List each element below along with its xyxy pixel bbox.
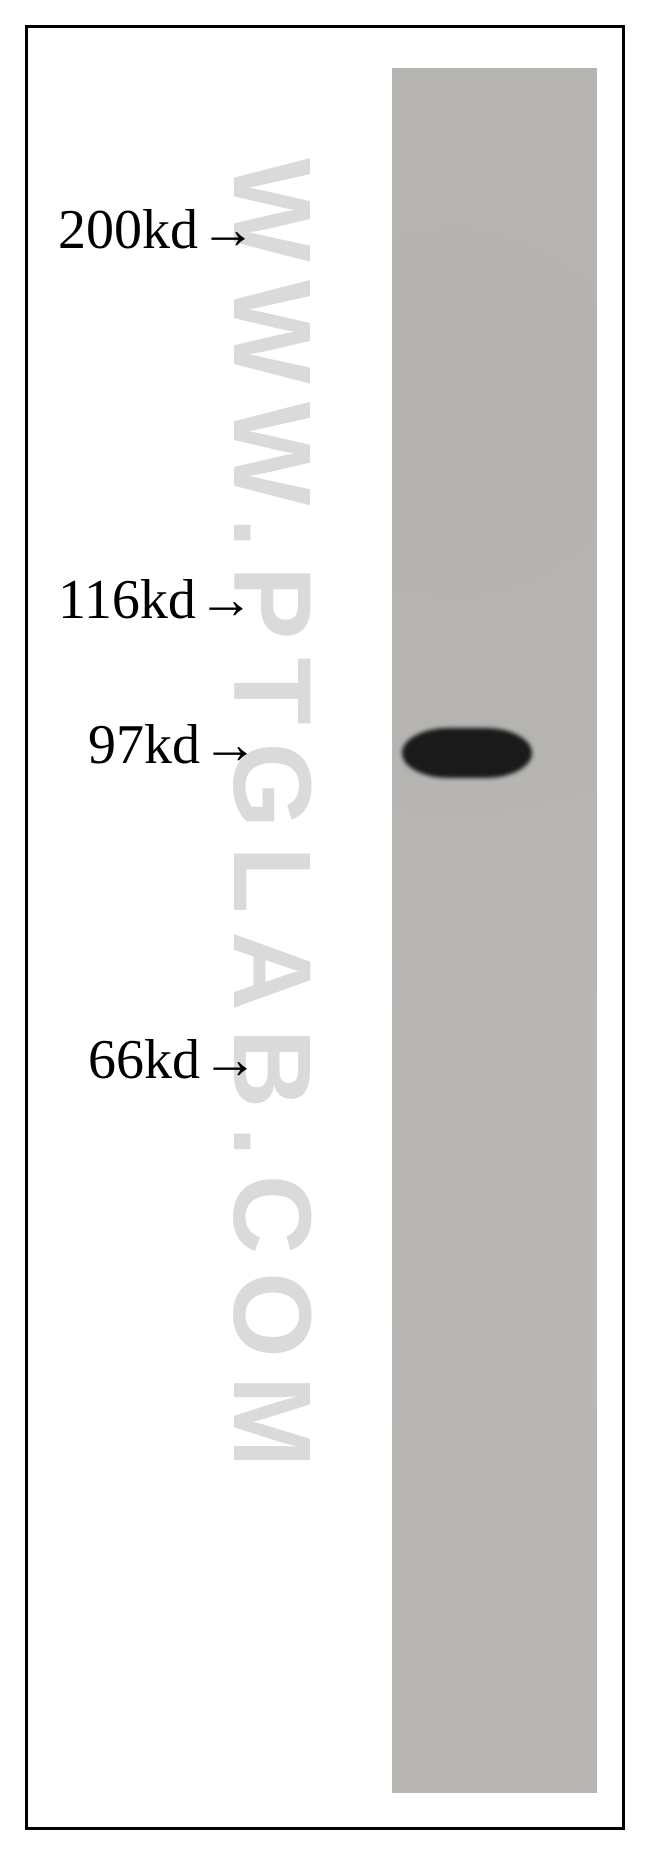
blot-container: WWW.PTGLAB.COM 200kd → 116kd → 97kd → 66…: [25, 25, 625, 1830]
arrow-icon: →: [200, 198, 256, 262]
marker-label-200kd: 200kd →: [58, 198, 256, 262]
arrow-icon: →: [202, 713, 258, 777]
marker-text-200kd: 200kd: [58, 198, 198, 262]
watermark-text: WWW.PTGLAB.COM: [208, 158, 335, 1485]
marker-text-97kd: 97kd: [88, 713, 200, 777]
marker-label-66kd: 66kd →: [88, 1028, 258, 1092]
marker-text-116kd: 116kd: [58, 568, 196, 632]
arrow-icon: →: [198, 568, 254, 632]
marker-label-97kd: 97kd →: [88, 713, 258, 777]
arrow-icon: →: [202, 1028, 258, 1092]
protein-band: [402, 728, 532, 778]
blot-lane: [392, 68, 597, 1793]
marker-text-66kd: 66kd: [88, 1028, 200, 1092]
marker-label-116kd: 116kd →: [58, 568, 254, 632]
